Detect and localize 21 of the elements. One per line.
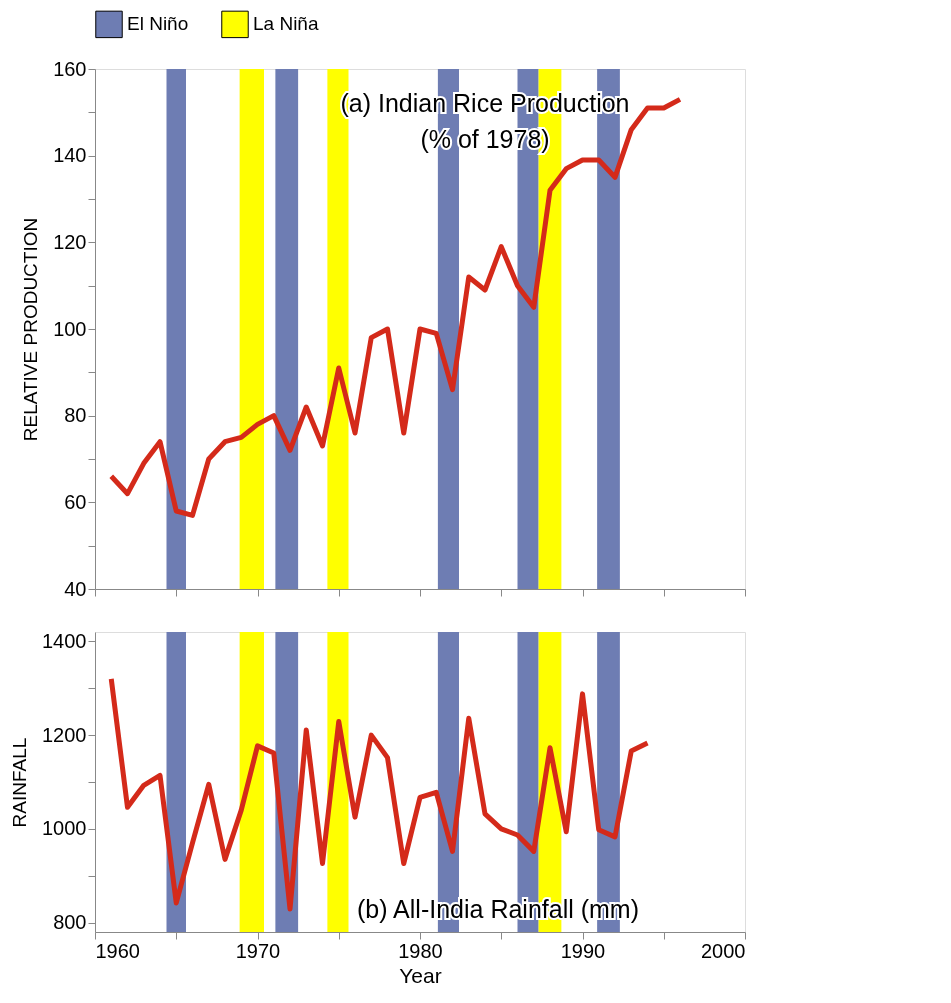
y-tick-label: 60 xyxy=(64,490,87,513)
y-tick-label: 800 xyxy=(53,911,87,934)
y-axis-title: RAINFALL xyxy=(9,737,31,828)
y-tick-label: 1400 xyxy=(42,629,87,652)
x-tick-label: 1960 xyxy=(95,939,140,962)
y-tick-label: 1200 xyxy=(42,723,87,746)
legend-label: La Niña xyxy=(253,13,319,35)
x-tick-label: 2000 xyxy=(701,939,746,962)
x-tick-label: 1980 xyxy=(398,939,443,962)
y-tick-label: 100 xyxy=(53,317,87,340)
y-tick-label: 140 xyxy=(53,144,87,167)
x-axis-title: Year xyxy=(399,963,442,987)
x-tick-label: 1990 xyxy=(560,939,606,962)
y-tick-label: 80 xyxy=(64,404,87,427)
x-tick-label: 1970 xyxy=(235,939,281,962)
y-tick-label: 160 xyxy=(53,57,87,80)
y-tick-label: 1000 xyxy=(42,817,87,840)
legend-label: El Niño xyxy=(127,13,189,35)
y-axis-title: RELATIVE PRODUCTION xyxy=(20,217,42,442)
y-tick-label: 40 xyxy=(64,577,87,600)
y-tick-label: 120 xyxy=(53,230,87,253)
